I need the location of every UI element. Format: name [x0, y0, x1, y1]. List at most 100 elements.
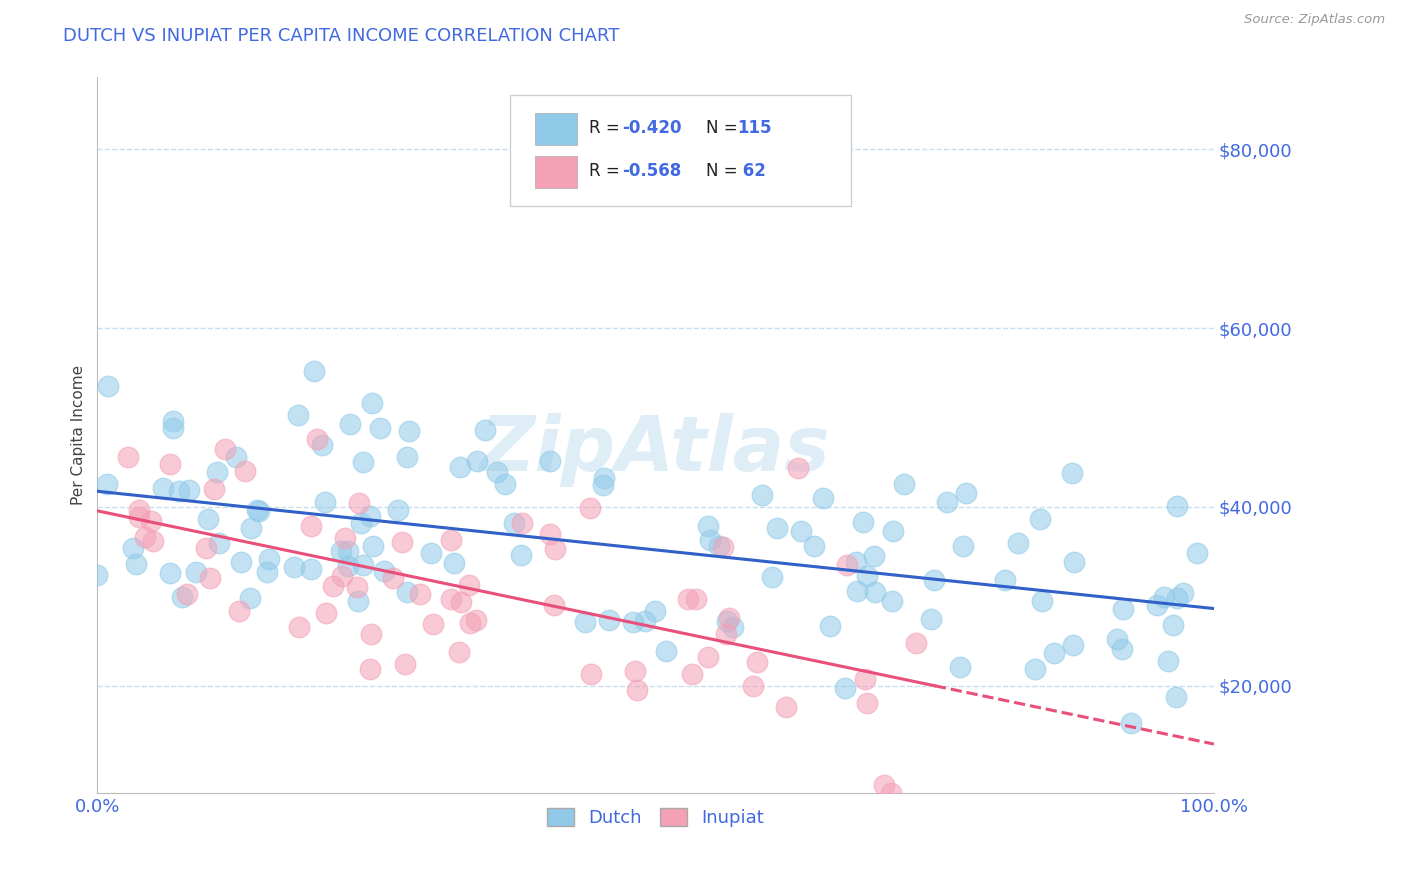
Point — [681, 667, 703, 681]
Point — [1062, 638, 1084, 652]
Point — [626, 683, 648, 698]
Point — [422, 616, 444, 631]
Point — [152, 481, 174, 495]
Point — [1007, 536, 1029, 550]
Point — [360, 627, 382, 641]
Point — [231, 555, 253, 569]
Point — [873, 778, 896, 792]
Point — [239, 591, 262, 606]
Point — [820, 618, 842, 632]
Text: R =: R = — [589, 119, 624, 136]
Point — [167, 484, 190, 499]
Point — [396, 585, 419, 599]
Point — [125, 557, 148, 571]
Point — [228, 604, 250, 618]
Point — [162, 421, 184, 435]
Point — [96, 476, 118, 491]
Point — [845, 583, 868, 598]
Point — [350, 516, 373, 530]
Point — [655, 644, 678, 658]
Point — [856, 696, 879, 710]
Point — [1111, 642, 1133, 657]
Point — [240, 521, 263, 535]
Point — [579, 667, 602, 681]
Point — [337, 543, 360, 558]
Point — [994, 573, 1017, 587]
Point — [460, 615, 482, 630]
Point — [198, 571, 221, 585]
Point — [502, 516, 524, 530]
Point — [346, 580, 368, 594]
Point — [176, 587, 198, 601]
Bar — [536, 156, 578, 188]
Point — [97, 379, 120, 393]
Text: 115: 115 — [737, 119, 772, 136]
Point — [177, 483, 200, 498]
Point — [789, 524, 811, 538]
Legend: Dutch, Inupiat: Dutch, Inupiat — [540, 801, 772, 834]
FancyBboxPatch shape — [510, 95, 851, 206]
Point — [361, 539, 384, 553]
Point — [359, 509, 381, 524]
Point — [716, 614, 738, 628]
Point — [717, 611, 740, 625]
Point — [225, 450, 247, 464]
Point — [540, 527, 562, 541]
Point — [813, 491, 835, 505]
Point — [128, 509, 150, 524]
Point — [716, 627, 738, 641]
Point — [360, 662, 382, 676]
Text: -0.420: -0.420 — [623, 119, 682, 136]
Point — [214, 442, 236, 456]
Point — [742, 679, 765, 693]
Bar — [536, 113, 578, 145]
Point — [352, 455, 374, 469]
Point — [314, 495, 336, 509]
Text: -0.568: -0.568 — [623, 161, 682, 179]
Point — [644, 604, 666, 618]
Point — [347, 496, 370, 510]
Point — [360, 396, 382, 410]
Point — [592, 478, 614, 492]
Point — [394, 657, 416, 672]
Point — [685, 592, 707, 607]
Point — [882, 594, 904, 608]
Point — [766, 521, 789, 535]
Point — [543, 598, 565, 612]
Point — [486, 466, 509, 480]
Point — [202, 482, 225, 496]
Point — [1105, 632, 1128, 646]
Point — [775, 699, 797, 714]
Point — [853, 673, 876, 687]
Point — [1031, 594, 1053, 608]
Point — [387, 503, 409, 517]
Text: R =: R = — [589, 161, 624, 179]
Point — [922, 573, 945, 587]
Point — [373, 564, 395, 578]
Point — [257, 551, 280, 566]
Point — [162, 414, 184, 428]
Y-axis label: Per Capita Income: Per Capita Income — [72, 366, 86, 506]
Point — [205, 466, 228, 480]
Point — [751, 488, 773, 502]
Point — [678, 592, 700, 607]
Point — [510, 516, 533, 530]
Point — [592, 471, 614, 485]
Point — [949, 660, 972, 674]
Point — [352, 558, 374, 572]
Point — [122, 541, 145, 555]
Point — [803, 539, 825, 553]
Point — [368, 421, 391, 435]
Point — [246, 503, 269, 517]
Text: DUTCH VS INUPIAT PER CAPITA INCOME CORRELATION CHART: DUTCH VS INUPIAT PER CAPITA INCOME CORRE… — [63, 27, 620, 45]
Point — [1185, 546, 1208, 560]
Point — [1029, 511, 1052, 525]
Point — [882, 524, 904, 539]
Point — [845, 555, 868, 569]
Point — [398, 424, 420, 438]
Point — [299, 562, 322, 576]
Point — [834, 681, 856, 696]
Point — [1157, 654, 1180, 668]
Point — [1063, 555, 1085, 569]
Point — [1146, 598, 1168, 612]
